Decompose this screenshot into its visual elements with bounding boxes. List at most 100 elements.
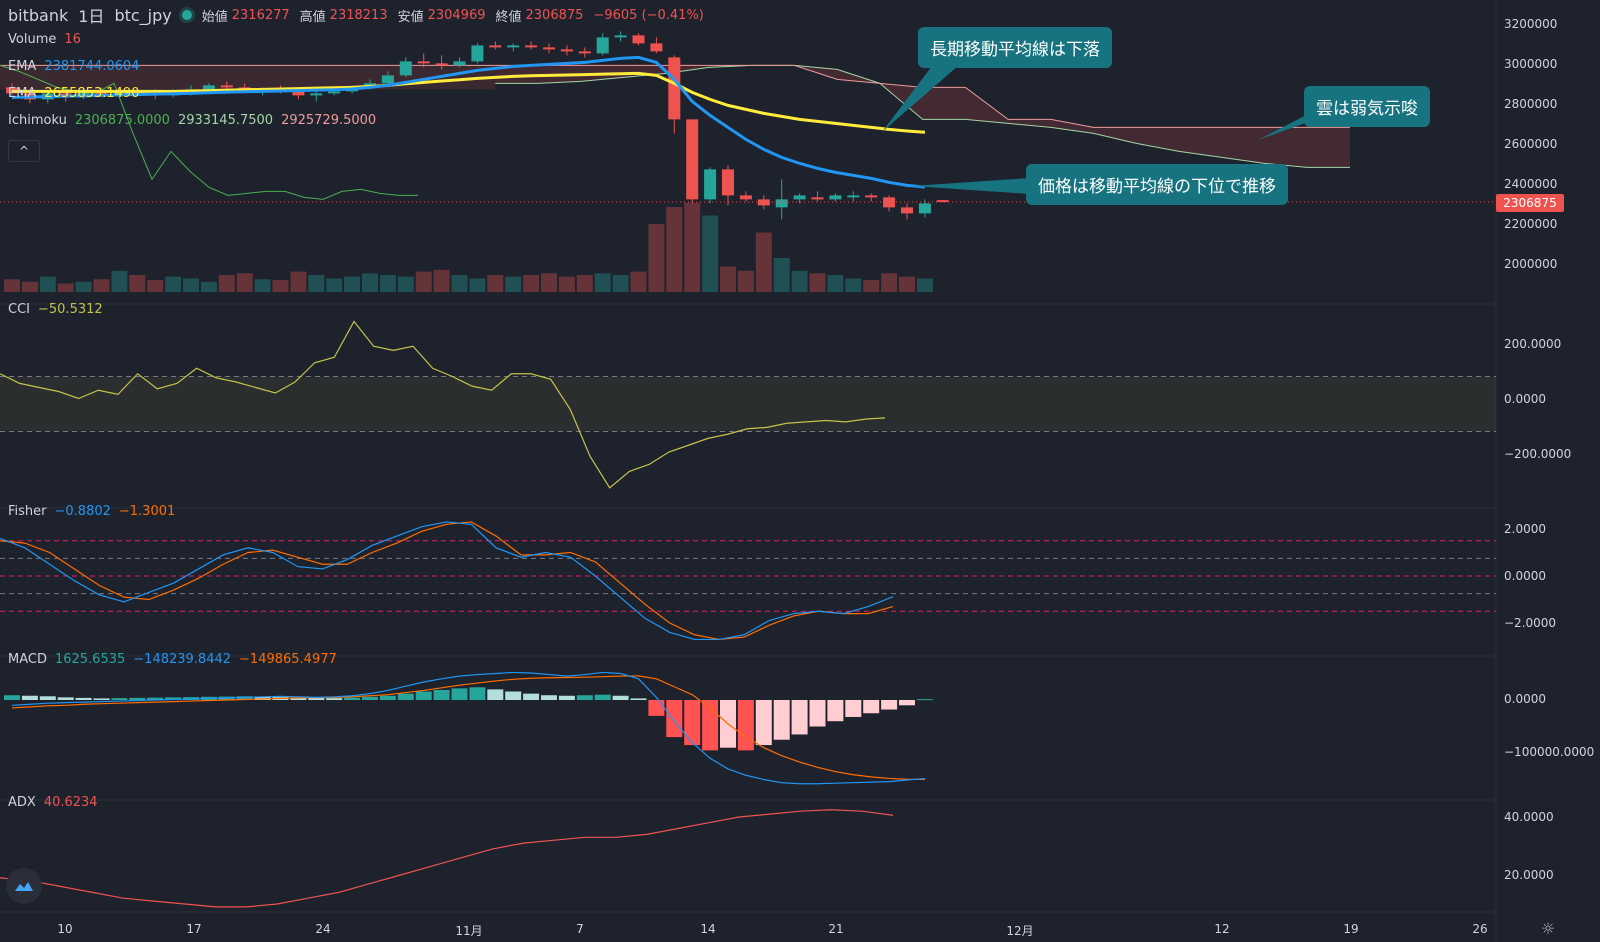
volume-bar xyxy=(165,276,182,292)
volume-bar xyxy=(827,275,844,292)
exchange-name[interactable]: bitbank xyxy=(8,5,69,25)
volume-bar xyxy=(362,273,378,292)
interval-label[interactable]: 1日 xyxy=(78,7,105,26)
price-axis-label: 3200000 xyxy=(1504,17,1558,31)
legend-fisher-name: Fisher xyxy=(8,504,47,519)
macd-histogram-bar xyxy=(737,700,754,751)
legend-volume[interactable]: Volume 16 xyxy=(8,32,81,47)
macd-histogram-bar xyxy=(469,687,486,700)
macd-histogram-bar xyxy=(326,698,343,700)
volume-bar xyxy=(702,215,719,292)
fisher-axis-label: 2.0000 xyxy=(1504,522,1546,536)
ichimoku-leading-a xyxy=(495,64,1350,168)
legend-ichimoku[interactable]: Ichimoku 2306875.0000 2933145.7500 29257… xyxy=(8,113,376,128)
legend-ema-short[interactable]: EMA 2381744.0604 xyxy=(8,59,139,74)
time-axis-label: 7 xyxy=(576,922,584,936)
legend-fisher[interactable]: Fisher −0.8802 −1.3001 xyxy=(8,504,175,519)
volume-bar xyxy=(57,283,74,292)
volume-bar xyxy=(791,270,808,292)
macd-histogram-bar xyxy=(881,700,898,710)
symbol-header: bitbank 1日 btc_jpy 始値 2316277 高値 2318213 安… xyxy=(8,3,710,27)
volume-bar xyxy=(558,276,575,292)
candle-body xyxy=(793,195,806,200)
fisher-axis-label: 0.0000 xyxy=(1504,569,1546,583)
legend-macd-v1: 1625.6535 xyxy=(54,652,126,667)
tradingview-logo-button[interactable] xyxy=(6,868,42,904)
high-value: 2318213 xyxy=(329,7,388,23)
fisher-main-line xyxy=(0,521,894,641)
legend-volume-name: Volume xyxy=(8,32,57,47)
legend-adx-value: 40.6234 xyxy=(43,795,98,810)
gear-icon[interactable]: ☼ xyxy=(1540,918,1556,938)
time-axis-label: 17 xyxy=(186,922,202,936)
volume-bar xyxy=(630,271,647,292)
macd-histogram-bar xyxy=(165,697,182,700)
candle-body xyxy=(417,61,430,64)
legend-adx[interactable]: ADX 40.6234 xyxy=(8,795,98,810)
volume-bar xyxy=(881,273,898,292)
volume-bar xyxy=(147,280,164,292)
candle-body xyxy=(686,119,699,200)
annotation-long-ma[interactable]: 長期移動平均線は下落 xyxy=(918,27,1112,68)
annotation-cloud[interactable]: 雲は弱気示唆 xyxy=(1304,86,1430,127)
candle-body xyxy=(883,197,896,208)
legend-ichimoku-v2: 2933145.7500 xyxy=(177,113,274,128)
price-axis-label: 2200000 xyxy=(1504,217,1558,231)
candle-body xyxy=(435,63,448,66)
cci-axis-label: 0.0000 xyxy=(1504,392,1546,406)
time-axis-label: 14 xyxy=(700,922,716,936)
legend-adx-name: ADX xyxy=(8,795,36,810)
cci-axis-label: 200.0000 xyxy=(1504,337,1562,351)
volume-bar xyxy=(863,280,880,292)
legend-macd[interactable]: MACD 1625.6535 −148239.8442 −149865.4977 xyxy=(8,652,337,667)
legend-volume-value: 16 xyxy=(64,32,81,47)
volume-bar xyxy=(737,270,754,292)
volume-bar xyxy=(75,281,92,292)
volume-bar xyxy=(4,279,20,292)
macd-histogram-bar xyxy=(505,691,522,700)
legend-fisher-v2: −1.3001 xyxy=(118,504,176,519)
legend-ema-long[interactable]: EMA 2655853.1490 xyxy=(8,86,139,101)
macd-histogram-bar xyxy=(147,697,164,700)
callout-pointer xyxy=(912,178,1030,194)
volume-bar xyxy=(666,207,683,292)
ichimoku-cloud-past xyxy=(0,65,496,90)
candle-body xyxy=(829,195,842,200)
candle-body xyxy=(560,49,573,52)
macd-histogram-bar xyxy=(594,694,611,700)
adx-axis-label: 20.0000 xyxy=(1504,868,1554,882)
macd-histogram-bar xyxy=(397,693,414,700)
time-axis-label: 24 xyxy=(315,922,331,936)
macd-histogram-bar xyxy=(863,700,880,714)
macd-histogram-bar xyxy=(576,695,593,700)
volume-bar xyxy=(129,275,146,292)
macd-histogram-bar xyxy=(827,700,844,722)
volume-bar xyxy=(39,276,56,292)
volume-bar xyxy=(809,273,826,292)
callout-pointer xyxy=(882,66,958,132)
cloud-logo-icon xyxy=(15,882,33,891)
close-label: 終値 xyxy=(495,9,522,25)
legend-cci[interactable]: CCI −50.5312 xyxy=(8,302,103,317)
macd-histogram-bar xyxy=(236,696,253,700)
macd-signal-line xyxy=(11,675,925,781)
volume-bar xyxy=(487,275,504,292)
macd-axis-label: 0.0000 xyxy=(1504,692,1546,706)
volume-bar xyxy=(326,278,343,292)
macd-histogram-bar xyxy=(93,698,110,700)
macd-histogram-bar xyxy=(791,700,808,735)
price-axis-label: 2600000 xyxy=(1504,137,1558,151)
macd-histogram-bar xyxy=(362,696,378,700)
annotation-price-below[interactable]: 価格は移動平均線の下位で推移 xyxy=(1026,164,1288,205)
symbol-name[interactable]: btc_jpy xyxy=(114,5,172,25)
macd-histogram-bar xyxy=(57,697,74,700)
collapse-legend-button[interactable]: ^ xyxy=(8,140,40,162)
legend-ema-short-name: EMA xyxy=(8,59,37,74)
candle-body xyxy=(381,75,394,84)
legend-fisher-v1: −0.8802 xyxy=(54,504,111,519)
candle-body xyxy=(614,35,627,38)
candle-body xyxy=(328,91,341,94)
macd-axis-label: −100000.0000 xyxy=(1504,745,1595,759)
